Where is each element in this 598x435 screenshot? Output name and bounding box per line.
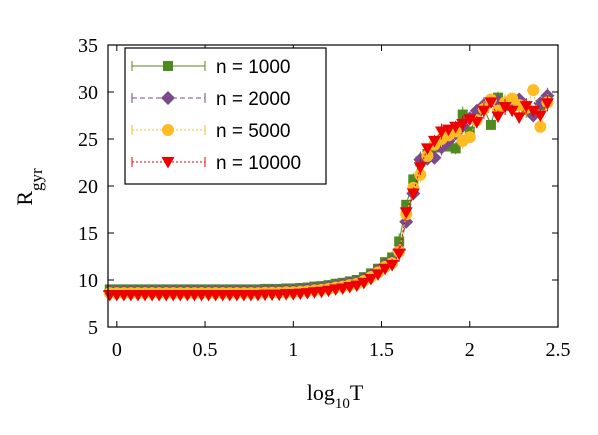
legend-marker [162,124,174,136]
data-point [505,105,519,118]
data-point [519,101,533,113]
y-tick-label: 25 [78,129,98,151]
x-tick-label: 0 [112,339,122,361]
plot-frame [107,44,559,328]
data-point [378,263,392,276]
data-point [526,105,540,118]
data-point [534,120,547,133]
data-point [420,143,434,155]
legend-item-0: n = 1000 [131,57,291,78]
legend-label: n = 5000 [216,121,291,142]
data-point [421,149,434,162]
x-tick-label: 1.5 [369,339,394,361]
y-tick-label: 30 [78,82,98,104]
data-point [540,98,554,110]
x-axis-title-main: log [307,380,335,405]
data-point [456,118,470,131]
x-axis-title-sub: 10 [335,396,350,412]
data-point [350,280,364,293]
x-tick-label: 1 [288,339,298,361]
data-point [442,124,456,137]
y-axis-title-main: R [12,191,37,206]
legend-marker [163,61,173,71]
legend-label: n = 10000 [216,153,301,174]
data-point [406,188,420,201]
data-point [477,105,491,118]
x-tick-label: 2.5 [546,339,571,361]
legend-item-2: n = 5000 [131,121,291,142]
y-tick-label: 35 [78,35,98,57]
y-axis-title-sub: gyr [27,168,46,191]
data-point [533,110,547,122]
data-point [512,112,526,124]
data-series [102,84,555,302]
data-point [463,131,476,144]
legend-box [124,47,327,185]
data-point [364,274,378,286]
data-point [427,135,441,148]
data-point [371,269,385,281]
legend-item-3: n = 10000 [131,153,301,174]
y-axis-title: Rgyr [12,168,46,206]
data-point [498,102,512,114]
data-point [401,199,412,210]
data-point [491,111,505,123]
legend-marker [161,157,175,169]
x-axis-title: log10T [307,380,364,412]
x-tick-label: 2 [465,339,475,361]
data-point [485,119,496,130]
data-point [399,207,413,219]
x-tick-label: 0.5 [193,339,218,361]
data-point [385,259,399,272]
data-point [484,97,498,109]
legend-item-1: n = 2000 [131,89,291,110]
legend-label: n = 1000 [216,57,291,78]
legend: n = 1000 n = 2000 n = 5000 n = 10000 [124,47,327,185]
y-tick-label: 10 [78,270,98,292]
y-tick-label: 15 [78,223,98,245]
data-point [449,121,463,134]
data-point [394,236,405,247]
legend-marker [161,91,175,105]
series-3 [103,95,554,302]
data-point [413,162,427,174]
x-axis-title-tail: T [350,380,364,405]
data-point [527,84,540,97]
data-point [357,277,371,290]
data-point [470,117,484,129]
y-tick-label: 20 [78,176,98,198]
axes: 0 0.5 1 1.5 2 2.5 5 10 15 20 25 30 35 [78,35,571,361]
y-tick-label: 5 [88,317,98,339]
data-point [457,109,468,120]
data-point [450,143,461,154]
legend-label: n = 2000 [216,89,291,110]
data-point [392,248,406,261]
data-point [408,174,419,185]
